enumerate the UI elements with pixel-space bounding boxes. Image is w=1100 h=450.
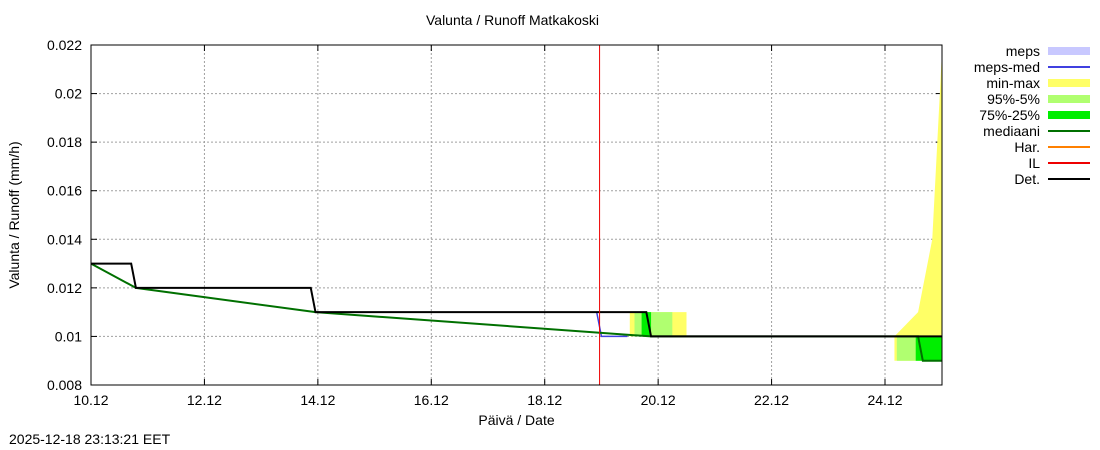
legend-swatch — [1048, 59, 1090, 75]
x-tick-label: 10.12 — [73, 392, 108, 408]
legend-label: mediaani — [983, 123, 1040, 139]
y-tick-label: 0.014 — [47, 231, 82, 247]
y-tick-label: 0.02 — [55, 86, 82, 102]
legend-swatch — [1048, 171, 1090, 187]
timestamp: 2025-12-18 23:13:21 EET — [9, 431, 171, 447]
x-tick-label: 16.12 — [414, 392, 449, 408]
95%-5%-band — [634, 312, 673, 337]
legend-item: 75%-25% — [950, 107, 1090, 123]
legend-label: meps — [1005, 43, 1040, 59]
legend-swatch — [1048, 107, 1090, 123]
x-tick-label: 14.12 — [300, 392, 335, 408]
plot-frame — [90, 44, 943, 386]
x-axis-label: Päivä / Date — [478, 412, 555, 428]
Det.-line — [91, 262, 942, 338]
legend-swatch — [1048, 155, 1090, 171]
legend-label: IL — [1028, 155, 1040, 171]
legend-item: 95%-5% — [950, 91, 1090, 107]
legend-swatch — [1048, 43, 1090, 59]
x-tick-label: 12.12 — [187, 392, 222, 408]
x-tick-label: 20.12 — [641, 392, 676, 408]
x-tick-label: 24.12 — [867, 392, 902, 408]
legend-item: mediaani — [950, 123, 1090, 139]
legend-item: meps-med — [950, 59, 1090, 75]
y-tick-label: 0.01 — [55, 328, 82, 344]
legend-item: IL — [950, 155, 1090, 171]
legend-item: Det. — [950, 171, 1090, 187]
y-tick-label: 0.016 — [47, 183, 82, 199]
x-tick-label: 22.12 — [754, 392, 789, 408]
legend-label: 75%-25% — [979, 107, 1040, 123]
min-max-band — [894, 57, 942, 361]
x-tick-label: 18.12 — [527, 392, 562, 408]
legend-label: Har. — [1014, 139, 1040, 155]
y-tick-label: 0.022 — [47, 37, 82, 53]
legend: meps meps-med min-max 95%-5% 75%-25% mediaani… — [950, 43, 1090, 187]
legend-item: Har. — [950, 139, 1090, 155]
legend-label: Det. — [1014, 171, 1040, 187]
legend-swatch — [1048, 139, 1090, 155]
y-tick-label: 0.018 — [47, 134, 82, 150]
legend-swatch — [1048, 75, 1090, 91]
legend-item: min-max — [950, 75, 1090, 91]
legend-label: min-max — [986, 75, 1040, 91]
y-axis-label: Valunta / Runoff (mm/h) — [6, 141, 22, 289]
meps-med-line — [595, 311, 628, 338]
75%-25%-band — [641, 312, 652, 337]
legend-swatch — [1048, 123, 1090, 139]
legend-label: meps-med — [973, 59, 1040, 75]
chart-title: Valunta / Runoff Matkakoski — [425, 12, 600, 28]
y-tick-label: 0.008 — [47, 377, 82, 393]
y-tick-label: 0.012 — [47, 280, 82, 296]
legend-item: meps — [950, 43, 1090, 59]
legend-label: 95%-5% — [987, 91, 1040, 107]
legend-swatch — [1048, 91, 1090, 107]
